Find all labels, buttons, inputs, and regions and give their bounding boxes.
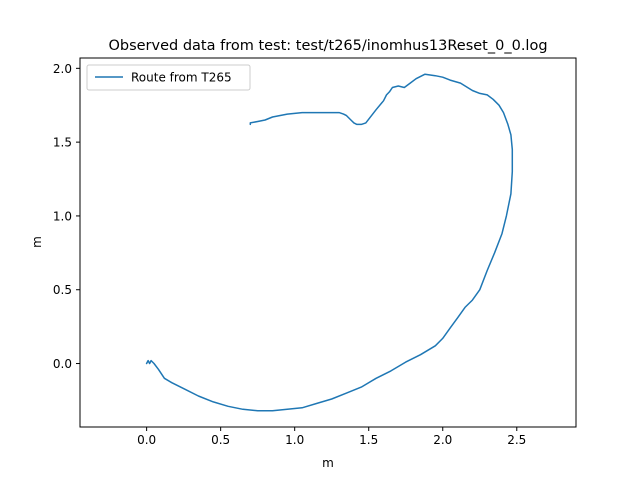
x-tick-label: 2.5 [507, 433, 526, 447]
ticks: 0.0 0.5 1.0 1.5 2.0 2.5 0.0 0.5 1.0 1.5 2.0 [53, 62, 526, 447]
x-axis-label: m [322, 456, 334, 470]
series-line-route [145, 73, 514, 412]
legend: Route from T265 [86, 64, 251, 91]
y-axis-label: m [30, 236, 44, 248]
y-tick-label: 1.0 [53, 209, 72, 223]
legend-box [86, 64, 251, 91]
x-tick-label: 0.0 [137, 433, 156, 447]
legend-label: Route from T265 [131, 71, 232, 85]
x-tick-label: 2.0 [433, 433, 452, 447]
y-tick-label: 1.5 [53, 136, 72, 150]
x-tick-label: 1.0 [285, 433, 304, 447]
axes-frame [79, 57, 577, 428]
y-tick-label: 2.0 [53, 62, 72, 76]
x-tick-label: 1.5 [359, 433, 378, 447]
x-tick-label: 0.5 [211, 433, 230, 447]
chart-title: Observed data from test: test/t265/inomh… [108, 38, 547, 54]
plot-area [145, 73, 514, 412]
y-tick-label: 0.0 [53, 357, 72, 371]
y-tick-label: 0.5 [53, 283, 72, 297]
